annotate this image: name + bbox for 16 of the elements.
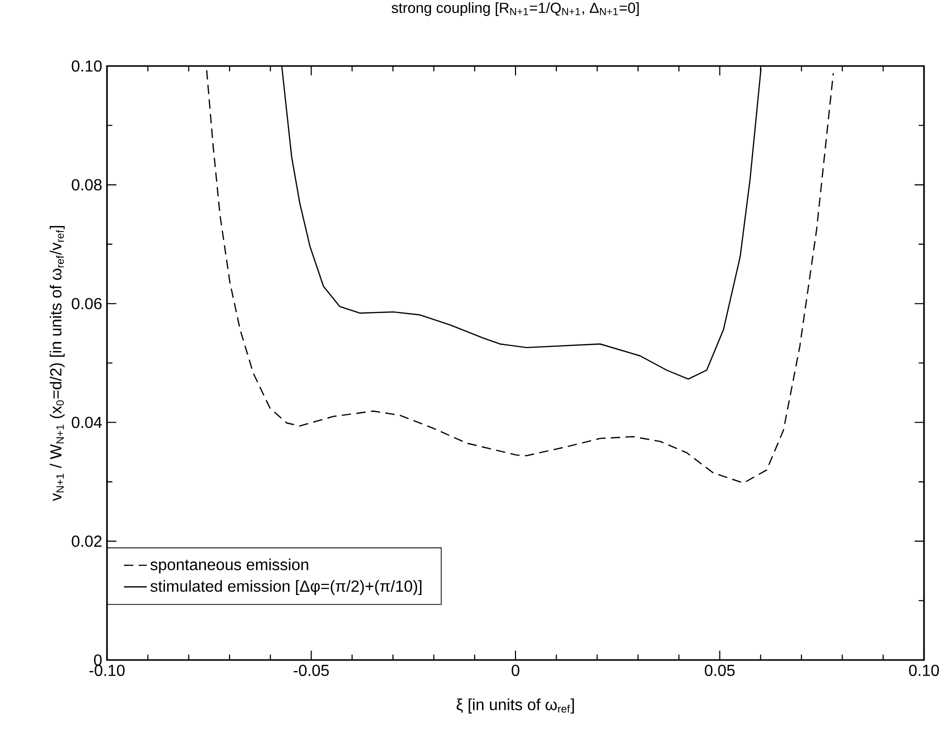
x-tick-label: 0.10 [909, 664, 939, 676]
x-tick-label: 0 [512, 664, 520, 676]
x-tick-label: -0.05 [294, 664, 329, 676]
x-axis-title: ξ [in units of ω$_{ref}$] [456, 698, 574, 714]
text: v$_{N+1}$ / W$_{N+1}$ (x$_{0}$=d/2) [in units of ω$_{ref}$/v$_{ref}$] [50, 226, 65, 502]
chart-title: strong coupling [R$_{N+1}$=1/Q$_{N+1}$, Δ$_{N+1}$=0] [392, 2, 639, 16]
y-tick-label: 0.04 [72, 416, 102, 428]
x-tick-label: -0.10 [89, 664, 125, 676]
legend-label: spontaneous emission [150, 558, 308, 574]
y-tick-label: 0.02 [72, 536, 102, 547]
y-tick-label: 0.06 [72, 298, 102, 310]
x-tick-label: 0.05 [704, 664, 735, 676]
y-tick-label: 0.08 [72, 179, 102, 190]
y-tick-label: 0.10 [72, 60, 102, 72]
legend-label: stimulated emission [Δφ=(π/2)+(π/10)] [150, 580, 422, 596]
y-tick-label: 0 [94, 654, 102, 666]
